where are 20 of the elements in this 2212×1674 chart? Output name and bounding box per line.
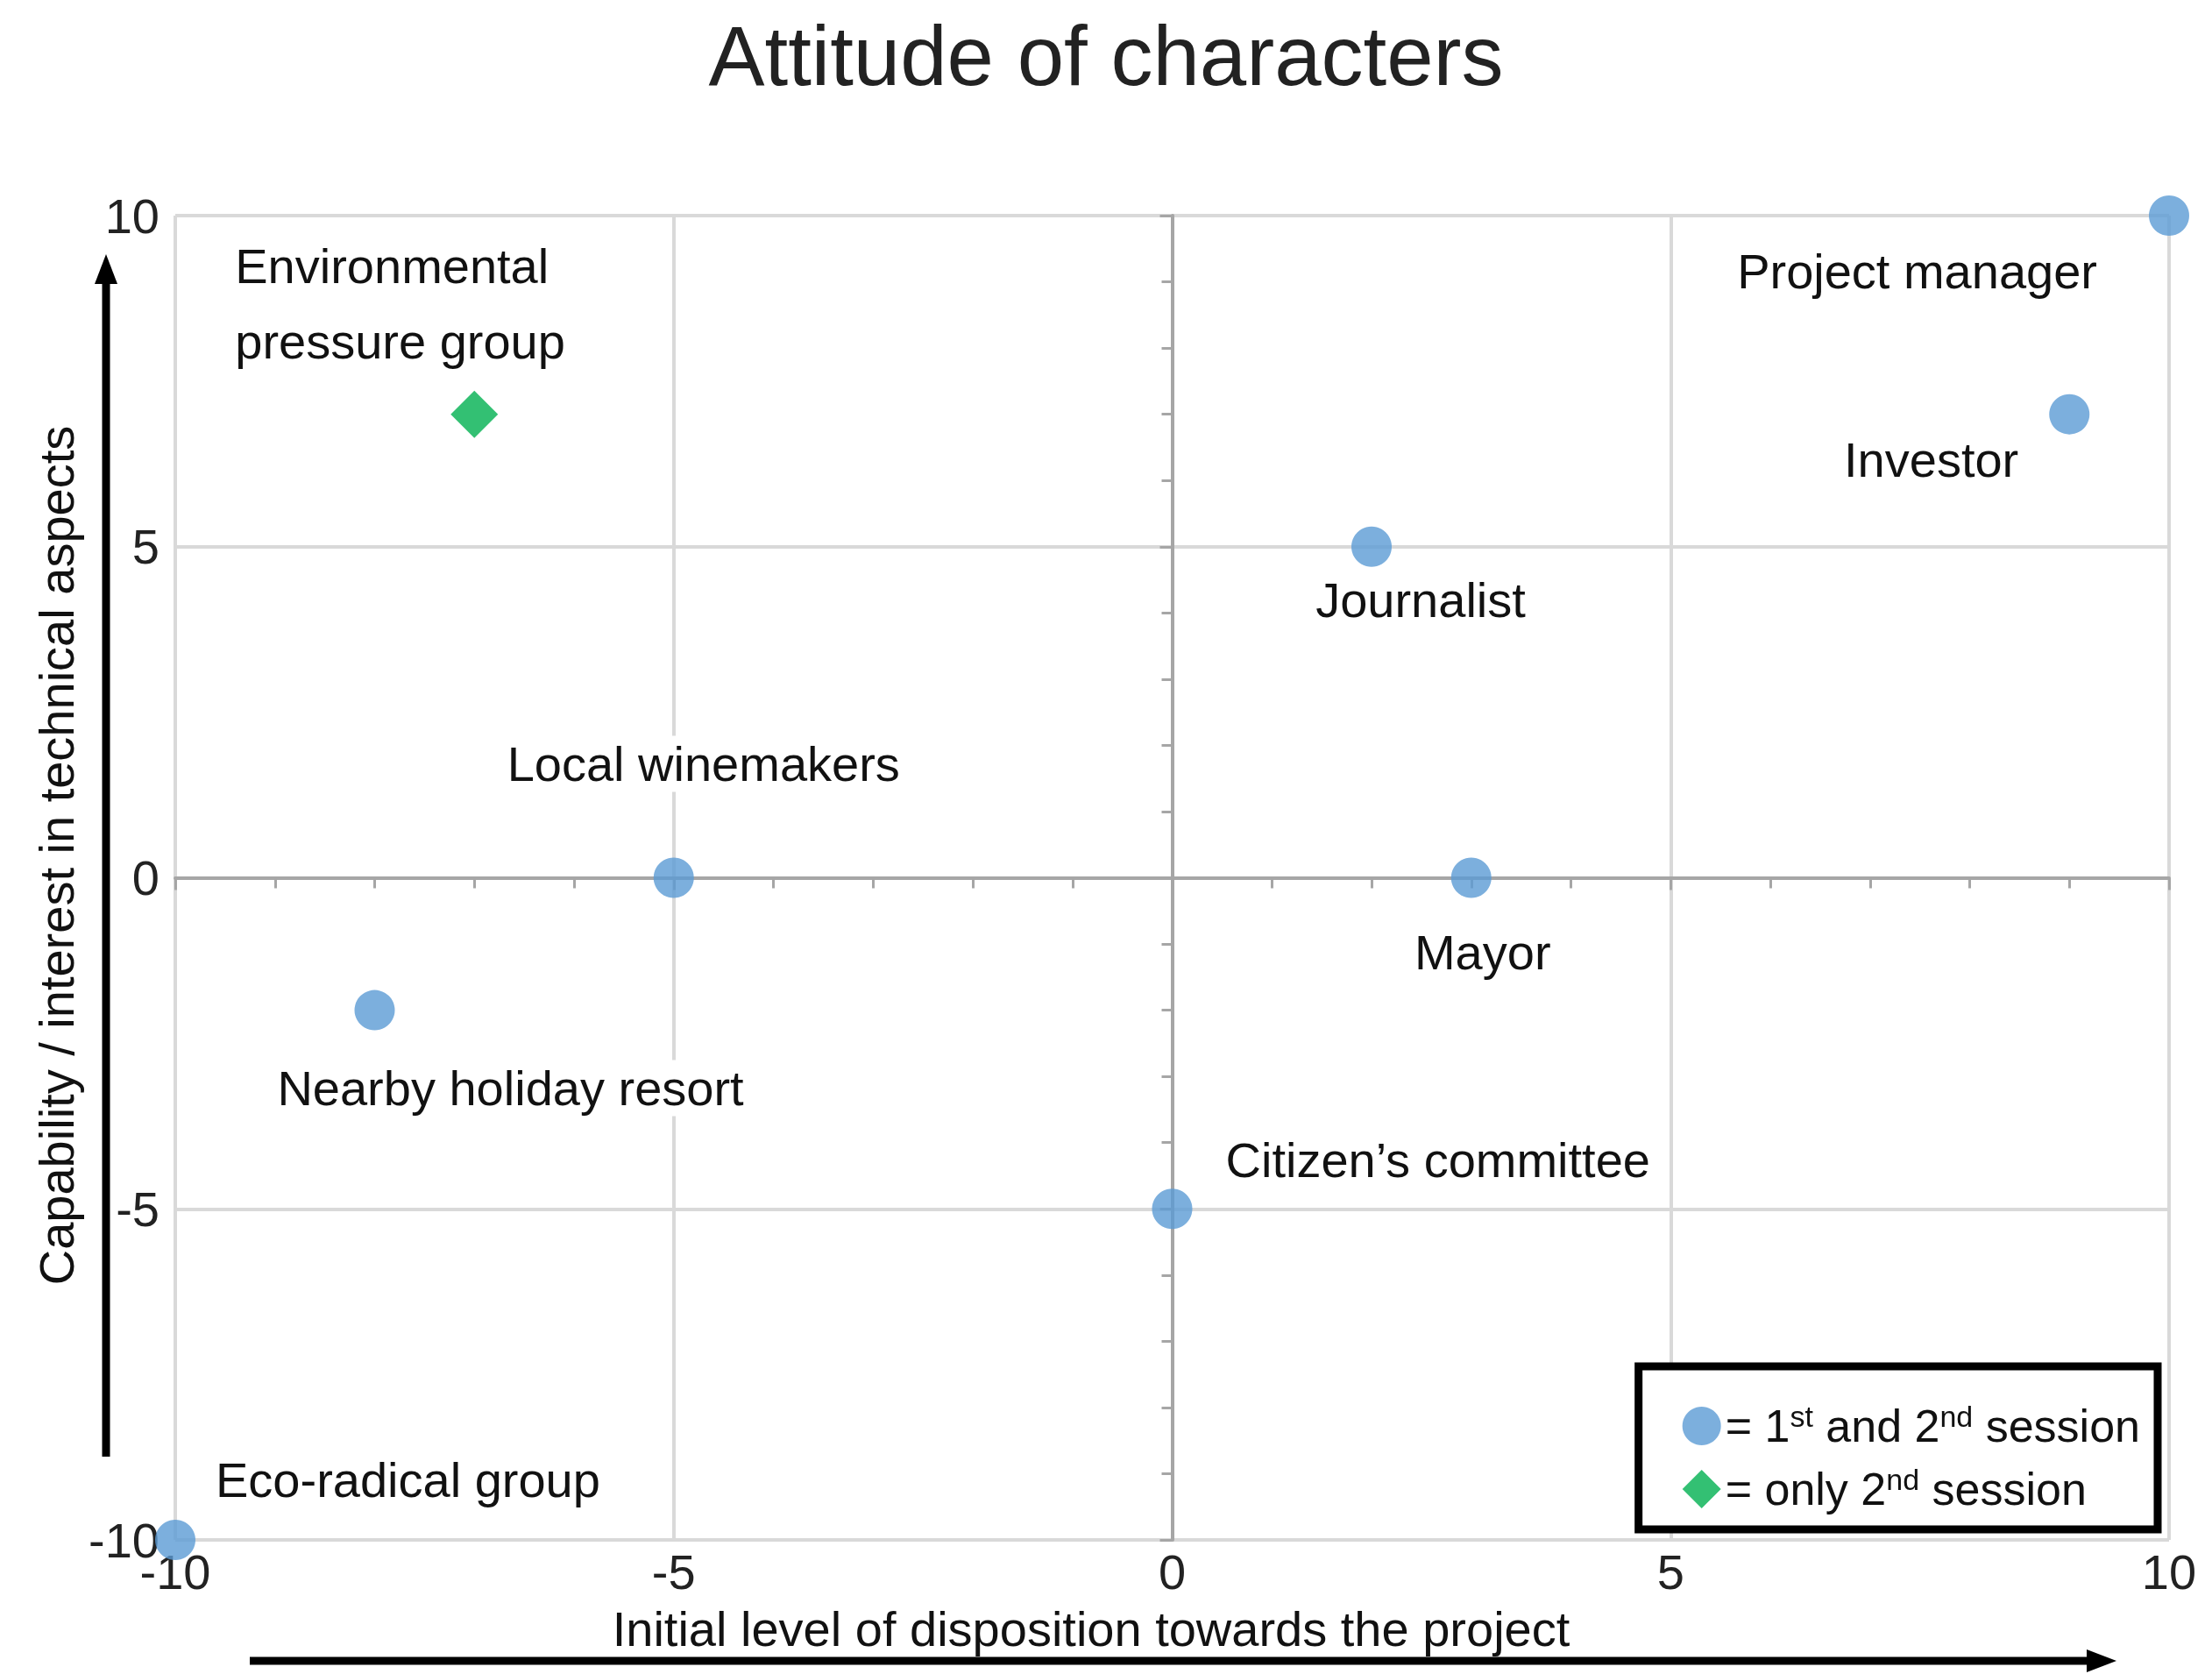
- annotation: Nearby holiday resort: [277, 1060, 745, 1117]
- annotation: Environmental pressure group: [235, 238, 565, 370]
- x-tick-label: 10: [2141, 1543, 2197, 1600]
- annotation: Eco-radical group: [216, 1451, 600, 1507]
- y-tick-label: 10: [104, 188, 160, 244]
- annotation: Investor: [1844, 432, 2019, 488]
- y-axis-title: Capability / interest in technical aspects: [28, 425, 84, 1286]
- annotation: Local winemakers: [507, 736, 900, 791]
- chart-title: Attitude of characters: [708, 8, 1504, 103]
- y-tick-label: -5: [116, 1181, 160, 1237]
- annotation: Journalist: [1315, 572, 1527, 628]
- x-tick-label: 5: [1656, 1543, 1684, 1600]
- x-tick-label: -5: [651, 1543, 696, 1600]
- x-tick-label: 0: [1158, 1543, 1187, 1600]
- y-tick-label: 5: [131, 519, 160, 575]
- annotation: Project manager: [1737, 243, 2097, 299]
- annotation: Mayor: [1414, 925, 1551, 980]
- y-tick-label: 0: [131, 850, 160, 905]
- annotation: Citizen’s committee: [1225, 1131, 1650, 1188]
- x-axis-title: Initial level of disposition towards the project: [612, 1600, 1570, 1656]
